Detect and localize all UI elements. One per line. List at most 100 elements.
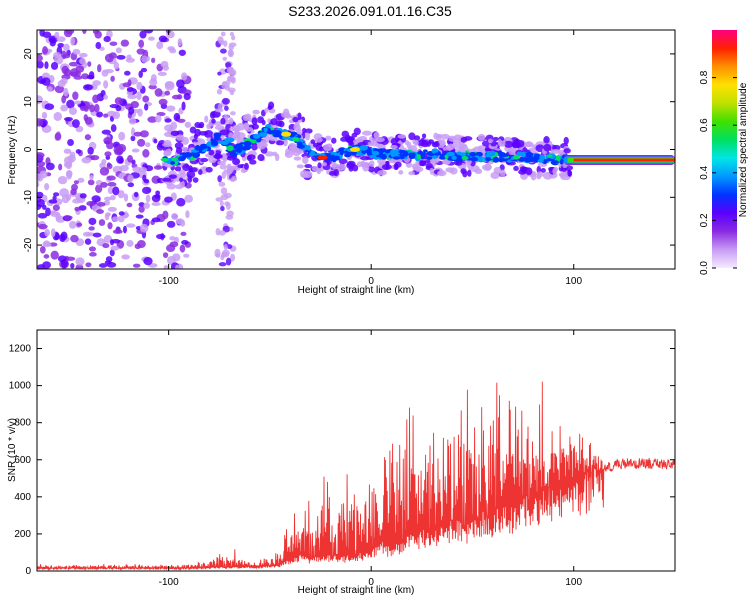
noise-blob (166, 105, 176, 112)
ridge-halo-blob (513, 165, 519, 172)
ridge-blob (236, 147, 243, 153)
ridge-halo-blob (179, 177, 184, 182)
ridge-halo-blob (433, 132, 439, 140)
noise-blob (153, 138, 158, 144)
ridge-halo-blob (304, 164, 313, 169)
ridge-halo-blob (249, 159, 257, 165)
ridge-halo-blob (481, 164, 492, 171)
noise-blob (84, 134, 92, 141)
noise-blob (37, 54, 43, 63)
noise-blob (57, 42, 65, 48)
noise-blob (37, 118, 44, 127)
ridge-blob (392, 156, 401, 160)
ridge-halo-blob (264, 151, 275, 157)
ridge-halo-blob (251, 123, 259, 130)
colorbar-tick-label: 0.2 (699, 213, 710, 227)
noise-blob (96, 209, 104, 214)
ridge-blob (263, 127, 268, 133)
ridge-halo-blob (542, 171, 553, 180)
noise-blob (103, 94, 108, 100)
ridge-halo-blob (215, 108, 224, 113)
noise-blob (70, 36, 76, 46)
colorbar-tick-label: 0.4 (699, 165, 710, 179)
noise-blob (217, 175, 223, 183)
snr-y-tick-label: 1000 (9, 381, 32, 392)
noise-blob (63, 215, 73, 220)
noise-blob (101, 129, 111, 135)
noise-blob (220, 193, 229, 201)
snr-x-tick-label: 100 (565, 577, 582, 588)
ridge-halo-blob (536, 171, 544, 178)
noise-blob (49, 37, 56, 44)
noise-blob (65, 30, 75, 35)
ridge-halo-blob (302, 156, 309, 164)
ridge-halo-blob (304, 132, 311, 141)
noise-blob (228, 75, 236, 82)
noise-blob (184, 121, 192, 128)
noise-blob (48, 199, 58, 204)
snr-y-label: SNR (10 * v/v) (7, 418, 18, 482)
spectrogram-y-ticks: -20 -10 0 10 20 (23, 48, 675, 252)
ridge-halo-blob (194, 128, 201, 137)
ridge-blob (408, 154, 416, 159)
noise-blob (107, 222, 113, 230)
ridge-halo-blob (508, 147, 515, 155)
noise-blob (52, 204, 60, 212)
ridge-blob (310, 150, 316, 157)
ridge-halo-blob (551, 144, 561, 151)
noise-blob (94, 103, 100, 113)
noise-blob (125, 223, 136, 228)
ridge-blob (519, 156, 525, 161)
noise-blob (75, 149, 81, 154)
ridge-blob (192, 152, 201, 158)
ridge-halo-blob (563, 148, 571, 154)
noise-blob (50, 250, 59, 260)
noise-blob (103, 113, 109, 118)
noise-blob (102, 243, 110, 249)
noise-blob (144, 30, 154, 34)
noise-blob (95, 41, 102, 50)
ridge-blob (369, 154, 377, 159)
ridge-halo-blob (356, 137, 362, 144)
noise-blob (222, 56, 228, 61)
noise-blob (109, 249, 115, 257)
ridge-blob (226, 145, 234, 152)
ridge-halo-blob (325, 135, 332, 141)
ridge-halo-blob (408, 132, 416, 141)
ridge-blob (282, 135, 289, 140)
noise-blob (178, 49, 186, 56)
ridge-halo-blob (439, 139, 446, 147)
snr-y-ticks: 0 200 400 600 800 1000 1200 (9, 344, 675, 577)
noise-blob (141, 186, 152, 195)
ridge-halo-blob (174, 166, 182, 172)
noise-blob (142, 149, 150, 158)
noise-blob (133, 131, 142, 137)
snr-y-tick-label: 0 (25, 566, 31, 577)
ridge-hotspot (281, 131, 292, 137)
noise-blob (171, 94, 181, 100)
ridge-blob (484, 153, 494, 158)
ridge-blob (359, 144, 368, 151)
noise-blob (138, 166, 148, 173)
ridge-blob (423, 149, 428, 153)
noise-blob (217, 71, 222, 76)
noise-blob (176, 197, 186, 207)
ridge-halo-blob (217, 160, 226, 166)
ridge-blob (380, 153, 387, 160)
noise-blob (64, 116, 73, 122)
noise-blob (96, 111, 104, 118)
ridge-halo-blob (446, 143, 456, 150)
noise-blob (37, 223, 48, 230)
noise-blob (70, 262, 75, 269)
ridge-halo-blob (236, 122, 246, 131)
noise-blob (37, 181, 40, 188)
noise-blob (112, 186, 120, 196)
noise-blob (44, 228, 50, 237)
noise-blob (158, 98, 168, 106)
noise-blob (151, 217, 161, 223)
ridge-halo-blob (222, 153, 228, 162)
noise-blob (163, 131, 173, 138)
ridge-halo-blob (440, 133, 450, 140)
ridge-blob (365, 147, 372, 154)
